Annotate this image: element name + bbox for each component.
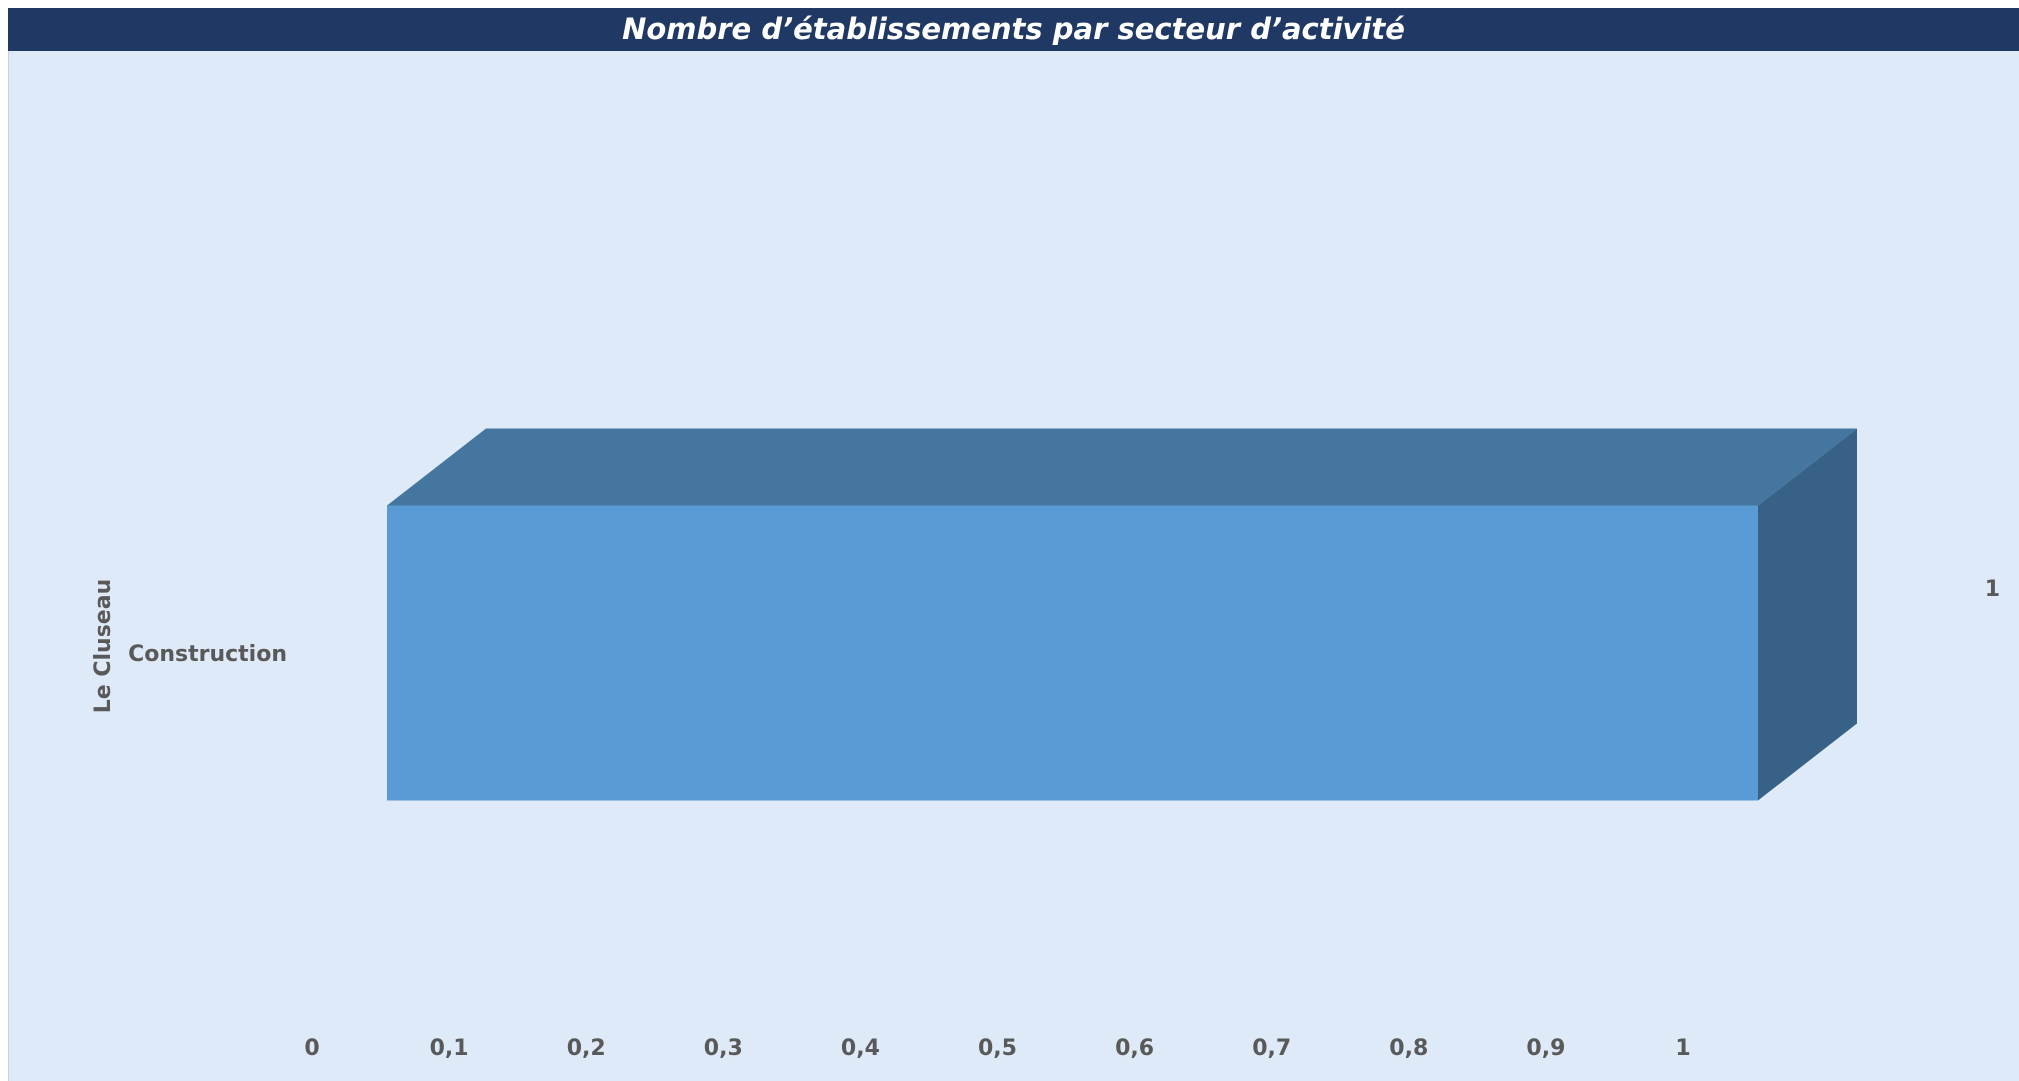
x-tick-label: 0,6 — [1115, 1036, 1154, 1061]
category-label: Construction — [128, 642, 287, 667]
x-tick-label: 0 — [304, 1036, 319, 1061]
data-label: 1 — [1985, 577, 2000, 602]
x-tick-label: 0,1 — [430, 1036, 469, 1061]
x-tick-label: 0,3 — [704, 1036, 743, 1061]
x-tick-label: 0,9 — [1526, 1036, 1565, 1061]
x-tick-label: 0,7 — [1252, 1036, 1291, 1061]
group-axis-label: Le Cluseau — [91, 579, 116, 713]
category-labels: Construction — [128, 642, 287, 667]
x-tick-label: 0,4 — [841, 1036, 880, 1061]
x-tick-label: 0,5 — [978, 1036, 1017, 1061]
x-tick-label: 0,2 — [567, 1036, 606, 1061]
bar-top-face — [387, 428, 1857, 506]
bar — [387, 428, 1857, 801]
chart-title: Nombre d’établissements par secteur d’ac… — [8, 8, 2019, 51]
bar-front-face — [387, 505, 1758, 801]
bar-side-face — [1758, 428, 1857, 801]
data-labels: 1 — [1985, 577, 2000, 602]
x-tick-label: 1 — [1675, 1036, 1690, 1061]
bars-layer — [387, 428, 1857, 801]
x-tick-label: 0,8 — [1389, 1036, 1428, 1061]
x-axis-tick-labels: 0 0,1 0,2 0,3 0,4 0,5 0,6 0,7 0,8 0,9 1 — [304, 1036, 1690, 1061]
